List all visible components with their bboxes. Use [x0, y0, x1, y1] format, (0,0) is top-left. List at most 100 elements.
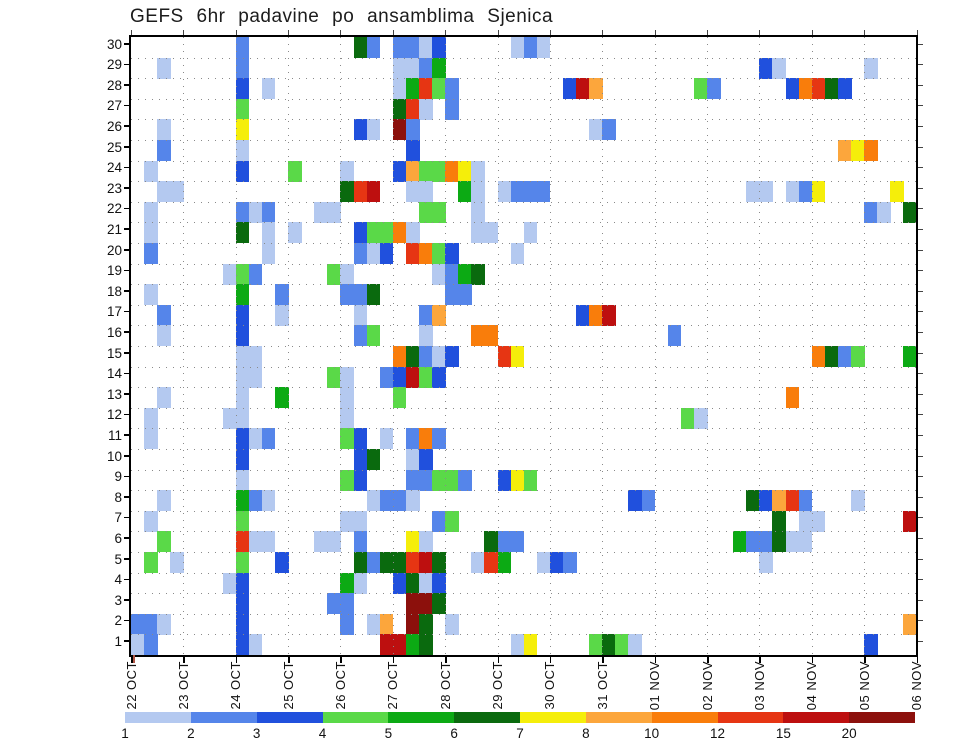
heatmap-cell: [445, 78, 459, 100]
heatmap-cell: [405, 78, 420, 100]
y-axis-label: 25: [106, 139, 122, 155]
day-gridline: [602, 37, 604, 655]
colorbar-segment: [849, 712, 916, 723]
row-gridline: [131, 531, 916, 533]
y-axis-tick: [124, 146, 131, 148]
heatmap-cell: [340, 160, 355, 182]
y-axis-tick: [124, 434, 131, 436]
row-gridline: [131, 222, 916, 224]
heatmap-cell: [405, 366, 420, 388]
heatmap-cell: [419, 613, 433, 635]
heatmap-cell: [458, 263, 472, 285]
y-axis-tick: [124, 104, 131, 107]
heatmap-cell: [144, 613, 158, 635]
heatmap-cell: [392, 57, 407, 79]
colorbar-segment: [322, 712, 389, 723]
y-axis-label: 29: [106, 57, 122, 73]
y-axis-label: 16: [106, 324, 122, 340]
y-axis-label: 23: [106, 180, 122, 196]
right-axis-tick: [918, 476, 923, 478]
heatmap-cell: [144, 428, 158, 450]
row-gridline: [131, 613, 916, 615]
heatmap-cell: [157, 613, 171, 635]
y-axis-tick: [124, 578, 131, 581]
y-axis-label: 26: [106, 118, 122, 134]
heatmap-cell: [405, 243, 420, 265]
heatmap-cell: [405, 346, 420, 368]
heatmap-cell: [903, 346, 916, 368]
right-axis-tick: [918, 208, 923, 210]
heatmap-cell: [248, 201, 263, 223]
y-axis-tick: [124, 619, 131, 622]
heatmap-cell: [432, 160, 446, 182]
heatmap-cell: [693, 407, 708, 429]
heatmap-cell: [353, 572, 368, 594]
heatmap-cell: [405, 613, 420, 635]
heatmap-cell: [405, 634, 420, 655]
heatmap-cell: [510, 634, 525, 655]
heatmap-cell: [235, 140, 250, 162]
heatmap-cell: [733, 531, 747, 553]
y-axis-tick: [124, 84, 131, 86]
y-axis-label: 3: [114, 592, 122, 608]
top-axis-tick: [916, 30, 918, 35]
heatmap-cell: [144, 284, 158, 306]
heatmap-cell: [157, 304, 171, 326]
heatmap-cell: [589, 119, 603, 141]
heatmap-cell: [798, 510, 813, 532]
plot-area: [129, 35, 918, 657]
right-axis-tick: [918, 455, 923, 457]
y-axis-label: 17: [106, 304, 122, 320]
heatmap-cell: [144, 243, 158, 265]
heatmap-cell: [235, 346, 250, 368]
y-axis-label: 22: [106, 201, 122, 217]
heatmap-cell: [144, 201, 158, 223]
heatmap-cell: [314, 531, 328, 553]
heatmap-cell: [536, 181, 551, 203]
colorbar-value-label: 4: [318, 726, 327, 741]
heatmap-cell: [261, 78, 276, 100]
top-axis-tick: [654, 30, 656, 35]
heatmap-cell: [353, 531, 368, 553]
heatmap-cell: [405, 98, 420, 120]
heatmap-cell: [432, 78, 446, 100]
heatmap-cell: [484, 531, 499, 553]
x-tick-label: 26 OCT: [332, 661, 348, 710]
top-axis-tick: [183, 30, 185, 35]
heatmap-cell: [340, 284, 355, 306]
heatmap-cell: [157, 387, 171, 409]
y-axis-tick: [124, 43, 131, 45]
heatmap-cell: [353, 510, 368, 532]
heatmap-cell: [405, 140, 420, 162]
heatmap-cell: [235, 634, 250, 655]
heatmap-cell: [248, 346, 263, 368]
heatmap-cell: [759, 531, 773, 553]
heatmap-cell: [235, 572, 250, 594]
heatmap-cell: [602, 634, 616, 655]
heatmap-cell: [235, 119, 250, 141]
right-axis-tick: [918, 105, 923, 107]
right-axis-tick: [918, 125, 923, 127]
day-gridline: [392, 37, 394, 655]
y-axis-label: 9: [114, 469, 122, 485]
heatmap-cell: [275, 284, 289, 306]
heatmap-cell: [811, 510, 826, 532]
x-tick-label: 28 OCT: [437, 661, 453, 710]
heatmap-cell: [798, 78, 813, 100]
heatmap-cell: [170, 181, 184, 203]
heatmap-cell: [628, 634, 643, 655]
heatmap-cell: [327, 366, 341, 388]
x-axis-tick: [131, 655, 133, 663]
heatmap-cell: [759, 552, 773, 574]
heatmap-cell: [864, 140, 878, 162]
heatmap-cell: [366, 243, 381, 265]
heatmap-cell: [379, 366, 394, 388]
heatmap-cell: [222, 407, 237, 429]
heatmap-cell: [419, 304, 433, 326]
heatmap-cell: [353, 469, 368, 491]
heatmap-cell: [445, 284, 459, 306]
x-axis-tick: [759, 655, 761, 663]
heatmap-cell: [366, 490, 381, 512]
heatmap-cell: [419, 243, 433, 265]
heatmap-cell: [484, 552, 499, 574]
